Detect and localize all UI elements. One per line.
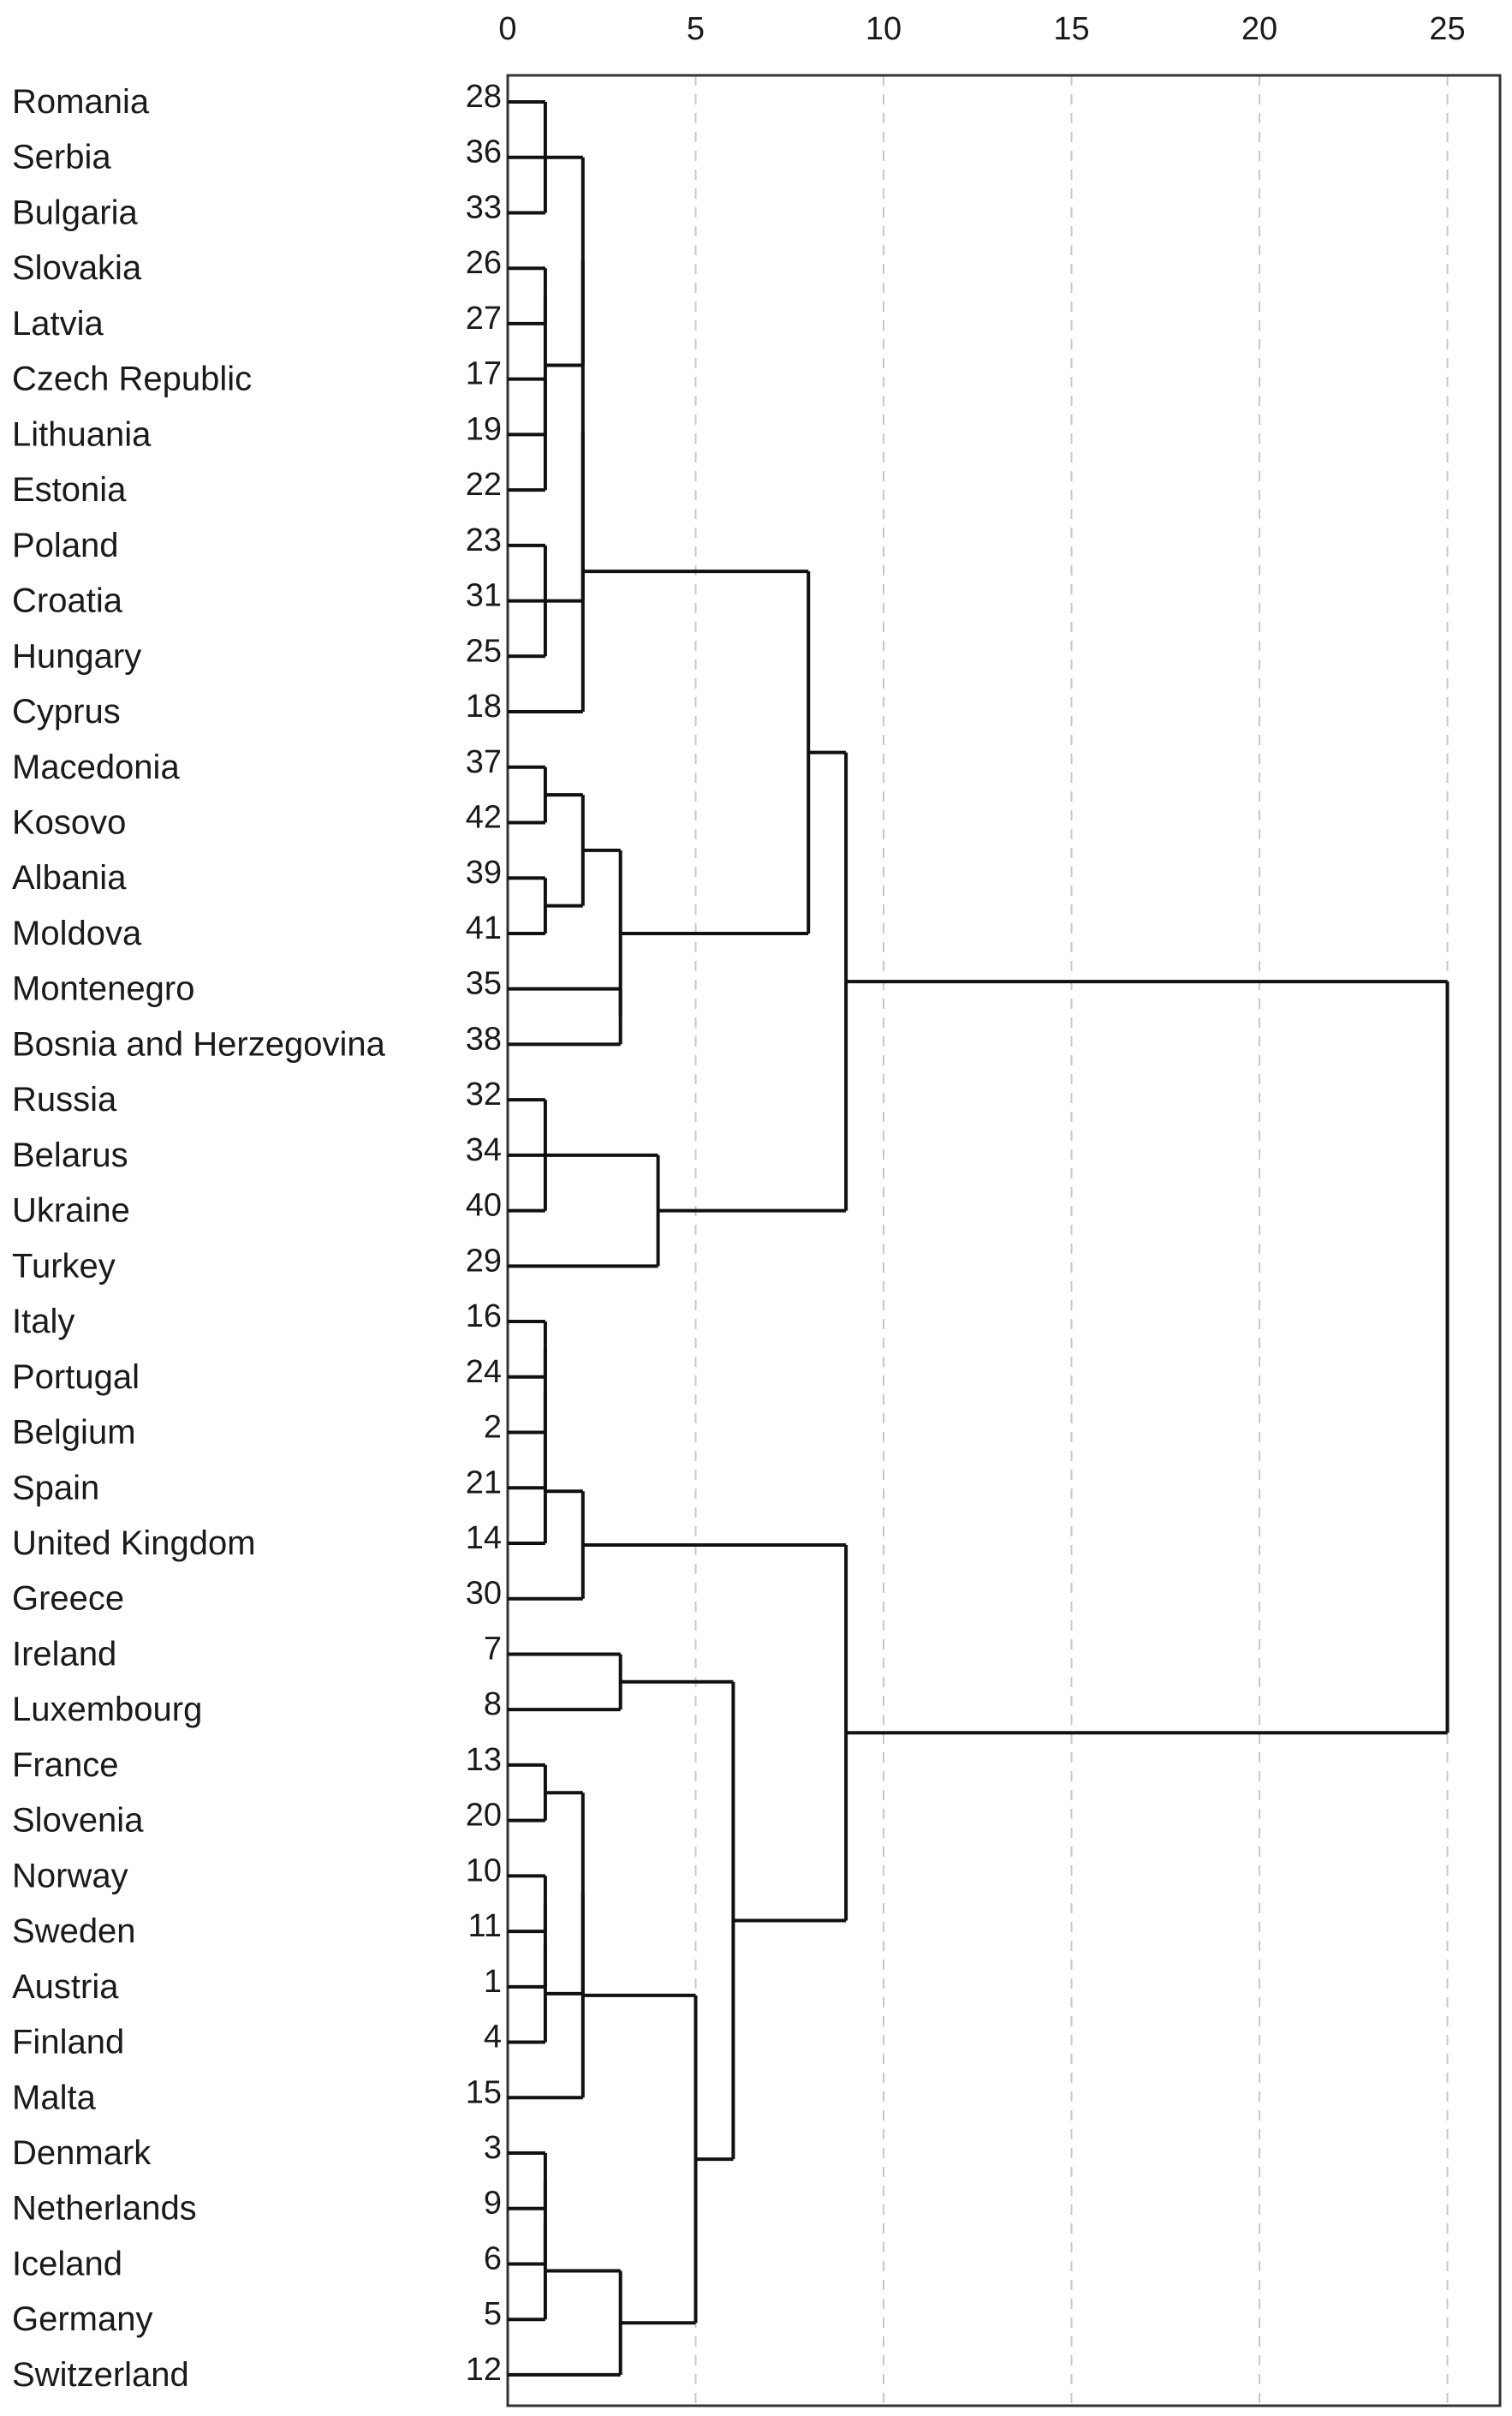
- case-number-belgium: 2: [484, 1410, 502, 1446]
- leaf-label-switzerland: Switzerland: [12, 2356, 189, 2394]
- case-number-turkey: 29: [466, 1243, 502, 1279]
- x-tick-label-0: 0: [498, 11, 516, 47]
- case-number-finland: 4: [484, 2019, 502, 2055]
- leaf-label-cyprus: Cyprus: [12, 693, 121, 731]
- case-number-kosovo: 42: [466, 799, 502, 835]
- case-number-slovenia: 20: [466, 1798, 502, 1834]
- leaf-label-sweden: Sweden: [12, 1912, 136, 1950]
- case-number-latvia: 27: [466, 301, 502, 337]
- leaf-label-turkey: Turkey: [12, 1247, 116, 1285]
- case-number-slovakia: 26: [466, 245, 502, 281]
- case-number-hungary: 25: [466, 633, 502, 669]
- leaf-label-denmark: Denmark: [12, 2134, 152, 2172]
- case-number-bulgaria: 33: [466, 189, 502, 225]
- leaf-label-czech-republic: Czech Republic: [12, 361, 252, 398]
- leaf-label-montenegro: Montenegro: [12, 970, 194, 1008]
- case-number-switzerland: 12: [466, 2352, 502, 2388]
- case-number-spain: 21: [466, 1465, 502, 1500]
- leaf-label-slovakia: Slovakia: [12, 249, 142, 287]
- case-number-croatia: 31: [466, 578, 502, 614]
- case-number-sweden: 11: [468, 1908, 502, 1944]
- leaf-label-estonia: Estonia: [12, 471, 127, 509]
- leaf-label-latvia: Latvia: [12, 305, 104, 343]
- x-tick-label-10: 10: [866, 11, 902, 47]
- case-number-poland: 23: [466, 522, 502, 558]
- leaf-label-finland: Finland: [12, 2024, 124, 2061]
- case-number-ireland: 7: [484, 1631, 502, 1667]
- case-number-iceland: 6: [484, 2240, 502, 2276]
- gridlines: [694, 75, 1449, 2406]
- leaf-label-croatia: Croatia: [12, 582, 123, 620]
- case-number-norway: 10: [466, 1852, 502, 1888]
- case-number-greece: 30: [466, 1576, 502, 1612]
- case-number-germany: 5: [484, 2296, 502, 2332]
- case-number-macedonia: 37: [466, 744, 502, 780]
- case-number-estonia: 22: [466, 467, 502, 503]
- case-number-austria: 1: [484, 1964, 502, 2000]
- leaf-label-united-kingdom: United Kingdom: [12, 1524, 256, 1562]
- x-tick-label-15: 15: [1053, 11, 1089, 47]
- leaf-label-bosnia-and-herzegovina: Bosnia and Herzegovina: [12, 1025, 386, 1063]
- leaf-label-belarus: Belarus: [12, 1136, 128, 1174]
- leaf-label-kosovo: Kosovo: [12, 803, 126, 841]
- leaf-label-portugal: Portugal: [12, 1358, 140, 1396]
- leaf-label-serbia: Serbia: [12, 139, 111, 176]
- leaf-label-romania: Romania: [12, 83, 150, 121]
- case-number-belarus: 34: [466, 1132, 502, 1168]
- leaf-label-hungary: Hungary: [12, 637, 141, 675]
- leaf-label-lithuania: Lithuania: [12, 415, 152, 453]
- leaf-label-france: France: [12, 1746, 119, 1784]
- leaf-label-ukraine: Ukraine: [12, 1192, 130, 1230]
- case-number-france: 13: [466, 1742, 502, 1778]
- leaf-label-slovenia: Slovenia: [12, 1802, 144, 1840]
- leaf-label-italy: Italy: [12, 1303, 74, 1340]
- leaf-label-austria: Austria: [12, 1968, 119, 2006]
- leaf-label-albania: Albania: [12, 859, 127, 897]
- case-number-lithuania: 19: [466, 411, 502, 447]
- leaf-label-ireland: Ireland: [12, 1635, 116, 1673]
- leaf-label-netherlands: Netherlands: [12, 2190, 197, 2228]
- x-tick-label-20: 20: [1241, 11, 1277, 47]
- leaf-label-spain: Spain: [12, 1469, 99, 1506]
- dendrogram-branches: [508, 100, 1449, 2377]
- case-number-serbia: 36: [466, 134, 502, 170]
- case-number-russia: 32: [466, 1077, 502, 1113]
- leaf-label-luxembourg: Luxembourg: [12, 1691, 202, 1728]
- case-number-montenegro: 35: [466, 966, 502, 1002]
- case-number-netherlands: 9: [484, 2186, 502, 2222]
- case-number-portugal: 24: [466, 1354, 502, 1390]
- x-axis-ticks: 0 5 10 15 20 25: [498, 11, 1465, 47]
- leaf-label-poland: Poland: [12, 527, 119, 564]
- case-number-moldova: 41: [466, 910, 502, 946]
- case-number-italy: 16: [466, 1298, 502, 1334]
- leaf-label-norway: Norway: [12, 1857, 128, 1894]
- leaf-label-moldova: Moldova: [12, 915, 142, 952]
- leaf-label-iceland: Iceland: [12, 2245, 122, 2282]
- case-number-cyprus: 18: [466, 689, 502, 725]
- case-number-bosnia-and-herzegovina: 38: [466, 1021, 502, 1057]
- x-tick-label-5: 5: [687, 11, 705, 47]
- leaf-label-macedonia: Macedonia: [12, 749, 180, 786]
- case-number-albania: 39: [466, 855, 502, 891]
- leaf-label-russia: Russia: [12, 1081, 117, 1119]
- leaf-label-bulgaria: Bulgaria: [12, 194, 139, 231]
- plot-frame: [506, 74, 1502, 2407]
- case-number-ukraine: 40: [466, 1188, 502, 1224]
- leaf-label-greece: Greece: [12, 1580, 124, 1618]
- x-tick-label-25: 25: [1429, 11, 1465, 47]
- leaf-label-belgium: Belgium: [12, 1414, 136, 1452]
- case-number-united-kingdom: 14: [466, 1520, 502, 1556]
- leaf-label-germany: Germany: [12, 2300, 153, 2338]
- leaf-label-malta: Malta: [12, 2079, 97, 2116]
- case-number-denmark: 3: [484, 2130, 502, 2166]
- case-number-romania: 28: [466, 79, 502, 115]
- case-number-luxembourg: 8: [484, 1686, 502, 1722]
- case-number-czech-republic: 17: [466, 356, 502, 392]
- case-number-malta: 15: [466, 2074, 502, 2110]
